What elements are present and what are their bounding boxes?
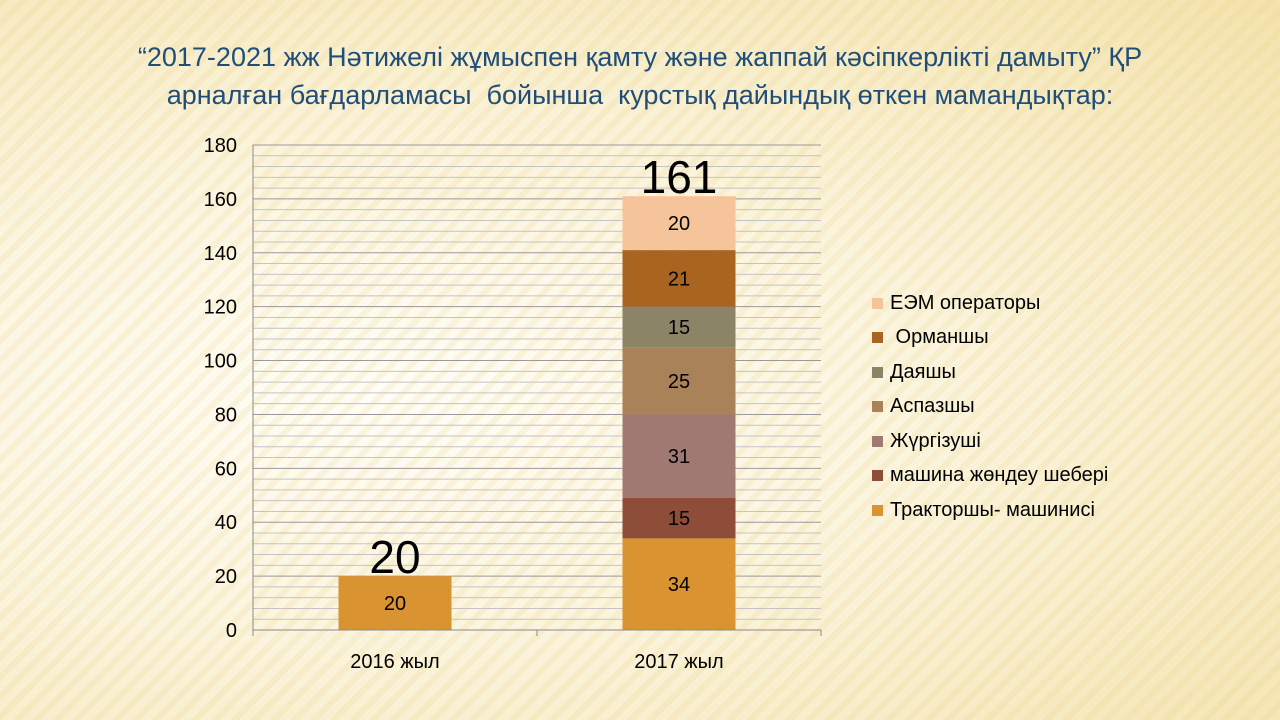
bar-segment	[622, 250, 736, 307]
y-tick-label: 120	[204, 297, 237, 319]
y-tick-label: 80	[215, 404, 237, 426]
legend-label: Жүргізуші	[890, 429, 981, 452]
y-tick-label: 20	[215, 566, 237, 588]
bars: 20 20 34 15 31 25 15 21 20 161	[338, 151, 736, 630]
legend-item: Даяшы	[872, 355, 1192, 390]
legend-swatch	[872, 504, 883, 516]
bar-segment	[622, 196, 736, 251]
legend-item: Аспазшы	[872, 390, 1192, 425]
legend-swatch	[872, 297, 883, 309]
legend-item: Орманшы	[872, 321, 1192, 356]
legend-label: Даяшы	[890, 360, 956, 383]
legend: ЕЭМ операторы Орманшы Даяшы Аспазшы Жүргізу…	[872, 286, 1192, 528]
legend-item: Жүргізуші	[872, 424, 1192, 459]
legend-label: Орманшы	[890, 326, 989, 349]
legend-label: Аспазшы	[890, 395, 975, 418]
legend-item: ЕЭМ операторы	[872, 286, 1192, 321]
legend-swatch	[872, 366, 883, 378]
data-label: 34	[668, 574, 690, 596]
x-axis-labels: 2016 жыл 2017 жыл	[350, 651, 723, 673]
y-axis-ticks: 0 20 40 60 80 100 120 140 160 180	[204, 135, 237, 642]
y-tick-label: 160	[204, 189, 237, 211]
bar-segment	[622, 497, 736, 539]
bar-segment	[622, 414, 736, 498]
data-label: 31	[668, 446, 690, 468]
data-label: 20	[384, 593, 406, 615]
legend-swatch	[872, 470, 883, 482]
legend-swatch	[872, 401, 883, 413]
legend-item: машина жөндеу шебері	[872, 459, 1192, 494]
bar-segment	[338, 576, 452, 630]
y-tick-label: 0	[226, 620, 237, 642]
legend-swatch	[872, 435, 883, 447]
bar-segment	[622, 538, 736, 630]
data-label: 15	[668, 508, 690, 530]
y-tick-label: 140	[204, 243, 237, 265]
y-tick-label: 40	[215, 512, 237, 534]
legend-label: ЕЭМ операторы	[890, 291, 1041, 314]
grid-lines	[253, 144, 821, 631]
y-tick-label: 100	[204, 351, 237, 373]
y-tick-label: 60	[215, 458, 237, 480]
data-label: 20	[668, 213, 690, 235]
title-line-1: “2017-2021 жж Нәтижелі жұмыспен қамту жә…	[137, 42, 1143, 72]
data-label: 15	[668, 317, 690, 339]
legend-label: Тракторшы- машинисі	[890, 498, 1095, 521]
axes	[252, 145, 822, 636]
bar-segment	[622, 347, 736, 415]
y-tick-label: 180	[204, 135, 237, 157]
data-label: 25	[668, 371, 690, 393]
x-tick-label: 2017 жыл	[634, 651, 723, 673]
total-label: 161	[641, 151, 718, 203]
bar-segment	[622, 306, 736, 348]
slide-title: “2017-2021 жж Нәтижелі жұмыспен қамту жә…	[20, 38, 1260, 114]
data-label: 21	[668, 268, 690, 290]
title-line-2: арналған бағдарламасы бойынша курстық да…	[166, 80, 1114, 110]
legend-swatch	[872, 332, 883, 344]
total-label: 20	[369, 531, 420, 583]
x-tick-label: 2016 жыл	[350, 651, 439, 673]
legend-label: машина жөндеу шебері	[890, 464, 1109, 487]
legend-item: Тракторшы- машинисі	[872, 493, 1192, 528]
